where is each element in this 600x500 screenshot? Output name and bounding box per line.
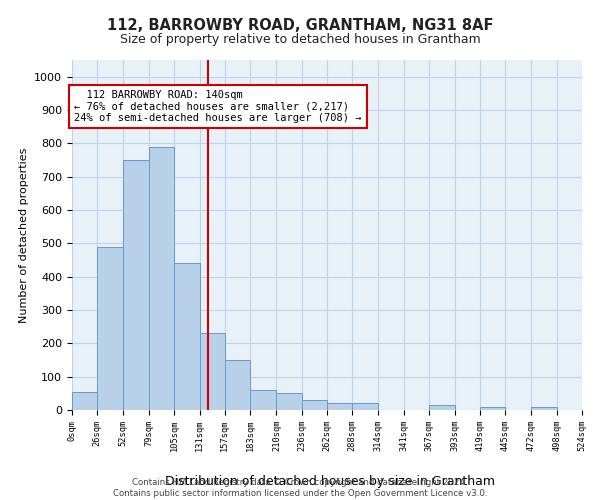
Text: Size of property relative to detached houses in Grantham: Size of property relative to detached ho… [119,32,481,46]
Bar [480,406,505,410]
Bar [72,392,97,410]
Text: Distribution of detached houses by size in Grantham: Distribution of detached houses by size … [165,474,495,488]
Bar [225,360,250,410]
Bar [149,146,174,410]
Text: 112, BARROWBY ROAD, GRANTHAM, NG31 8AF: 112, BARROWBY ROAD, GRANTHAM, NG31 8AF [107,18,493,32]
Text: Contains HM Land Registry data © Crown copyright and database right 2024.
Contai: Contains HM Land Registry data © Crown c… [113,478,487,498]
Bar [199,334,225,410]
Bar [532,406,557,410]
Bar [174,264,200,410]
Y-axis label: Number of detached properties: Number of detached properties [19,148,29,322]
Bar [97,246,122,410]
Bar [302,400,327,410]
Bar [352,404,377,410]
Bar [250,390,277,410]
Bar [122,160,149,410]
Text: 112 BARROWBY ROAD: 140sqm  
← 76% of detached houses are smaller (2,217)
24% of : 112 BARROWBY ROAD: 140sqm ← 76% of detac… [74,90,361,123]
Bar [327,404,352,410]
Bar [429,405,455,410]
Bar [277,394,302,410]
